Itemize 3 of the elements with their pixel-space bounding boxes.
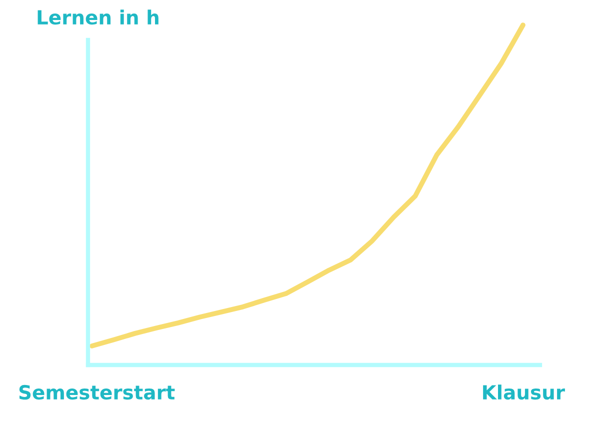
text: Klausur — [483, 384, 565, 400]
text: Semesterstart — [19, 384, 175, 400]
chart-title: Lernen in h — [38, 10, 158, 25]
